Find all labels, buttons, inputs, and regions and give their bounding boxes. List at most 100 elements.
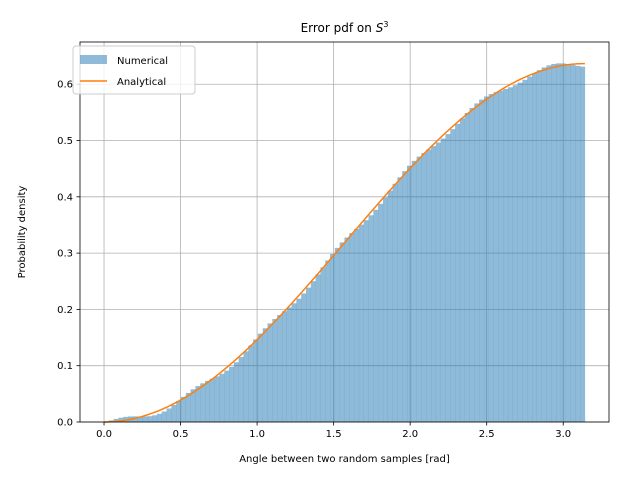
histogram-bar — [354, 228, 360, 422]
histogram-bar — [185, 392, 191, 422]
histogram-bar — [363, 220, 369, 422]
histogram-bar — [349, 233, 355, 422]
histogram-bar — [330, 253, 336, 422]
histogram-bar — [560, 63, 566, 423]
histogram-bar — [176, 400, 182, 422]
histogram-bar — [373, 209, 379, 422]
histogram-bar — [209, 378, 215, 422]
histogram-bar — [156, 413, 162, 422]
chart-title: Error pdf on S3 — [301, 20, 389, 35]
histogram-bar — [214, 376, 220, 422]
histogram-bar — [580, 66, 586, 422]
plot-frame — [79, 41, 610, 423]
histogram-bar — [503, 89, 509, 422]
histogram-bar — [551, 63, 557, 423]
x-tick-label: 2.5 — [479, 429, 495, 440]
histogram-bar — [200, 383, 206, 422]
histogram-bar — [305, 287, 312, 422]
histogram-bar — [507, 87, 513, 423]
y-tick-label: 0.2 — [57, 305, 73, 316]
histogram-bar — [301, 293, 307, 422]
histogram-bar — [517, 82, 523, 422]
histogram-bar — [426, 149, 432, 422]
histogram-bar — [281, 311, 287, 422]
histogram-bar — [397, 177, 403, 422]
y-tick-label: 0.1 — [57, 361, 73, 372]
analytical-line-group — [104, 62, 585, 423]
histogram-bar — [262, 328, 268, 422]
histogram-bar — [570, 64, 576, 423]
x-tick-label: 2.0 — [402, 429, 418, 440]
histogram-bar — [565, 64, 571, 422]
histogram-bar — [205, 380, 211, 422]
histogram-bar — [459, 118, 465, 422]
histogram-bar — [556, 63, 562, 422]
histogram-bar — [532, 73, 538, 423]
histogram-bar — [536, 70, 542, 422]
histogram-bar — [166, 408, 172, 422]
y-tick-label: 0.5 — [57, 136, 73, 147]
analytical-line — [104, 62, 585, 423]
histogram-bar — [387, 190, 393, 422]
histogram-bar — [479, 99, 485, 422]
histogram-bar — [142, 416, 148, 422]
y-tick-label: 0.4 — [57, 192, 73, 203]
histogram-bar — [382, 197, 388, 422]
histogram-bar — [132, 416, 138, 422]
x-tick-label: 3.0 — [555, 429, 571, 440]
histogram-bar — [464, 112, 470, 423]
histogram-bar — [291, 303, 297, 422]
y-tick-label: 0.0 — [57, 418, 73, 429]
histogram-bar — [161, 411, 167, 422]
histogram-bar — [512, 85, 518, 422]
histogram-bar — [286, 307, 292, 422]
chart-title-superscript: 3 — [383, 20, 388, 29]
x-tick-label: 0.0 — [96, 429, 112, 440]
histogram-bar — [248, 345, 254, 422]
histogram-bar — [440, 138, 446, 422]
histogram-bar — [546, 65, 552, 422]
chart-title-symbol: S — [376, 21, 384, 35]
histogram-bar — [277, 315, 283, 422]
histogram-bar — [180, 396, 186, 422]
histogram-bar — [233, 362, 239, 422]
legend-label-numerical: Numerical — [117, 56, 168, 67]
histogram-bar — [315, 274, 321, 422]
histogram-bar — [334, 247, 340, 422]
histogram-bar — [123, 416, 129, 422]
histogram-bar — [392, 183, 398, 422]
histogram-bar — [575, 65, 581, 422]
histogram-bar — [325, 260, 331, 422]
histogram-bar — [358, 224, 364, 422]
histogram-bar — [229, 366, 235, 422]
histogram-bar — [267, 323, 273, 422]
histogram-bar — [469, 107, 475, 423]
histogram-bar — [450, 129, 456, 422]
histogram-bar — [488, 94, 494, 423]
histogram-bar — [416, 156, 422, 423]
y-tick-label: 0.6 — [57, 80, 73, 91]
histogram-bar — [527, 76, 533, 422]
histogram-bar — [339, 242, 345, 422]
histogram-bar — [238, 357, 244, 422]
x-tick-label: 0.5 — [173, 429, 189, 440]
histogram-bar — [493, 92, 499, 423]
histogram-bar — [272, 319, 278, 422]
histogram-bar — [310, 281, 316, 422]
histogram-bar — [445, 134, 451, 422]
histogram-bar — [195, 386, 201, 422]
histogram-bar — [406, 165, 412, 422]
histogram-bar — [296, 298, 302, 422]
legend-swatch-numerical — [80, 55, 107, 64]
histogram-bar — [118, 417, 124, 422]
histogram-bar — [171, 404, 177, 422]
histogram-bar — [147, 416, 153, 422]
x-axis-ticks: 0.0 0.5 1.0 1.5 2.0 2.5 3.0 — [96, 422, 571, 440]
legend-label-analytical: Analytical — [117, 77, 166, 88]
histogram-bar — [253, 339, 259, 422]
x-tick-label: 1.0 — [249, 429, 265, 440]
histogram-bar — [190, 389, 196, 422]
histogram-bar — [498, 90, 504, 422]
histogram-bar — [137, 416, 143, 422]
